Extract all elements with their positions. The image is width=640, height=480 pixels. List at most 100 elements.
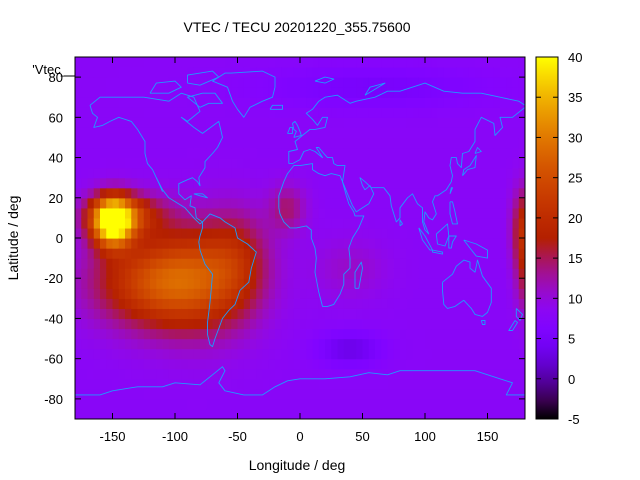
heatmap-cell	[93, 238, 101, 249]
heatmap-cell	[81, 167, 89, 179]
heatmap-cell	[262, 278, 270, 289]
heatmap-cell	[318, 338, 326, 350]
heatmap-cell	[275, 388, 282, 400]
heatmap-cell	[162, 258, 170, 269]
heatmap-cell	[125, 348, 132, 360]
heatmap-cell	[231, 338, 239, 350]
heatmap-cell	[350, 87, 357, 98]
heatmap-cell	[400, 137, 407, 149]
heatmap-cell	[181, 388, 189, 400]
heatmap-cell	[181, 408, 189, 419]
heatmap-cell	[256, 157, 264, 169]
heatmap-cell	[112, 217, 120, 229]
heatmap-cell	[106, 157, 114, 169]
heatmap-cell	[406, 187, 414, 199]
heatmap-cell	[387, 248, 395, 259]
heatmap-cell	[350, 157, 357, 169]
heatmap-cell	[231, 87, 239, 98]
heatmap-cell	[137, 308, 145, 320]
heatmap-cell	[81, 348, 89, 360]
heatmap-cell	[456, 348, 464, 360]
heatmap-cell	[487, 117, 495, 128]
heatmap-cell	[256, 67, 264, 78]
heatmap-cell	[362, 87, 370, 98]
heatmap-cell	[443, 398, 451, 410]
heatmap-cell	[350, 217, 357, 229]
heatmap-cell	[506, 87, 514, 98]
heatmap-cell	[443, 87, 451, 98]
heatmap-cell	[256, 238, 264, 249]
heatmap-cell	[468, 258, 476, 269]
heatmap-cell	[200, 308, 207, 320]
heatmap-cell	[168, 157, 176, 169]
heatmap-cell	[350, 318, 357, 330]
heatmap-cell	[462, 117, 470, 128]
heatmap-cell	[487, 388, 495, 400]
heatmap-cell	[512, 137, 520, 149]
heatmap-cell	[231, 248, 239, 259]
heatmap-cell	[475, 388, 482, 400]
heatmap-cell	[287, 238, 295, 249]
y-tick-label: -60	[44, 352, 63, 367]
heatmap-cell	[293, 87, 301, 98]
heatmap-cell	[443, 57, 451, 68]
heatmap-cell	[243, 147, 251, 159]
heatmap-cell	[143, 298, 151, 309]
heatmap-cell	[400, 278, 407, 289]
heatmap-cell	[312, 87, 320, 98]
heatmap-cell	[381, 67, 389, 78]
heatmap-cell	[156, 157, 164, 169]
heatmap-cell	[481, 308, 489, 320]
heatmap-cell	[468, 97, 476, 108]
heatmap-cell	[400, 408, 407, 419]
heatmap-cell	[462, 338, 470, 350]
heatmap-cell	[100, 87, 107, 98]
heatmap-cell	[268, 408, 276, 419]
heatmap-cell	[112, 408, 120, 419]
heatmap-cell	[400, 187, 407, 199]
heatmap-cell	[450, 217, 457, 229]
heatmap-cell	[218, 217, 226, 229]
heatmap-cell	[456, 318, 464, 330]
heatmap-cell	[75, 87, 82, 98]
heatmap-cell	[325, 147, 332, 159]
heatmap-cell	[143, 268, 151, 279]
heatmap-cell	[137, 117, 145, 128]
heatmap-cell	[393, 378, 401, 390]
heatmap-cell	[362, 137, 370, 149]
heatmap-cell	[493, 328, 501, 340]
heatmap-cell	[343, 67, 351, 78]
heatmap-cell	[356, 187, 364, 199]
heatmap-cell	[156, 368, 164, 380]
heatmap-cell	[431, 147, 439, 159]
heatmap-cell	[512, 238, 520, 249]
heatmap-cell	[212, 308, 220, 320]
heatmap-cell	[200, 207, 207, 219]
heatmap-cell	[368, 308, 376, 320]
heatmap-cell	[200, 398, 207, 410]
heatmap-cell	[150, 227, 157, 239]
heatmap-cell	[487, 57, 495, 68]
heatmap-cell	[137, 167, 145, 179]
heatmap-cell	[150, 77, 157, 88]
heatmap-cell	[293, 77, 301, 88]
heatmap-cell	[293, 298, 301, 309]
heatmap-cell	[100, 268, 107, 279]
heatmap-cell	[500, 157, 507, 169]
heatmap-cell	[381, 358, 389, 370]
heatmap-cell	[231, 268, 239, 279]
heatmap-cell	[137, 197, 145, 209]
heatmap-cell	[406, 57, 414, 68]
heatmap-cell	[393, 167, 401, 179]
heatmap-cell	[418, 87, 426, 98]
heatmap-cell	[268, 107, 276, 118]
heatmap-cell	[75, 328, 82, 340]
heatmap-cell	[443, 127, 451, 139]
heatmap-cell	[143, 408, 151, 419]
heatmap-cell	[456, 358, 464, 370]
heatmap-cell	[406, 308, 414, 320]
heatmap-cell	[312, 268, 320, 279]
heatmap-cell	[156, 398, 164, 410]
heatmap-cell	[500, 288, 507, 299]
heatmap-cell	[75, 388, 82, 400]
